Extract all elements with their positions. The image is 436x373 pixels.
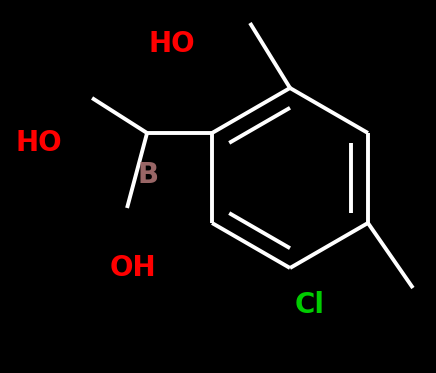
Text: OH: OH bbox=[110, 254, 157, 282]
Text: B: B bbox=[137, 161, 159, 189]
Text: HO: HO bbox=[15, 129, 61, 157]
Text: Cl: Cl bbox=[295, 291, 325, 319]
Text: HO: HO bbox=[148, 30, 194, 58]
